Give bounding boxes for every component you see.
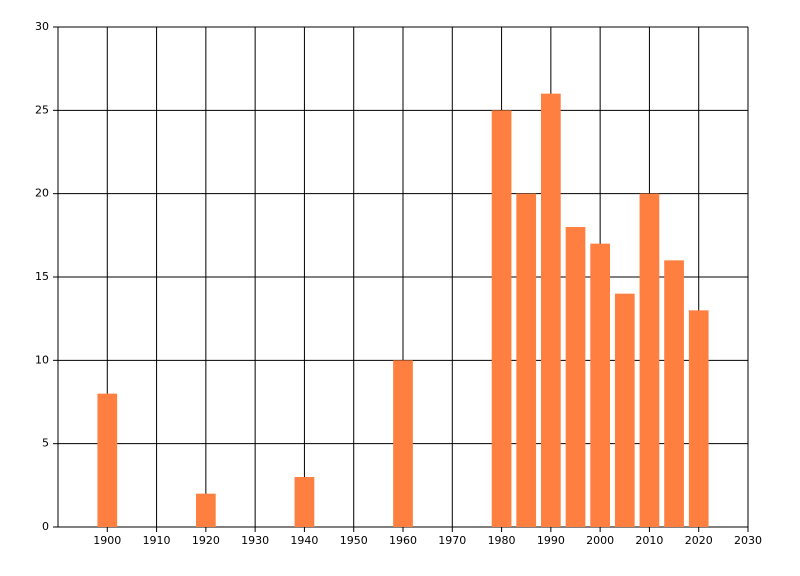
- x-tick-label: 1960: [389, 534, 417, 547]
- bar: [393, 360, 413, 527]
- bar: [97, 393, 118, 527]
- bar: [688, 310, 709, 527]
- bar: [196, 493, 216, 527]
- y-tick-label: 10: [35, 353, 49, 366]
- x-tick-label: 1900: [93, 534, 121, 547]
- x-tick-label: 1920: [192, 534, 220, 547]
- x-tick-label: 1940: [290, 534, 318, 547]
- bar: [516, 193, 537, 527]
- y-tick-label: 0: [42, 520, 49, 533]
- bar: [294, 477, 315, 527]
- x-tick-label: 1950: [340, 534, 368, 547]
- bar: [491, 110, 512, 527]
- y-tick-label: 5: [42, 437, 49, 450]
- x-tick-label: 1930: [241, 534, 269, 547]
- bar: [639, 193, 660, 527]
- x-tick-label: 1970: [438, 534, 466, 547]
- x-tick-label: 1910: [143, 534, 171, 547]
- x-tick-label: 1980: [488, 534, 516, 547]
- bar: [541, 93, 561, 528]
- x-tick-label: 2030: [734, 534, 762, 547]
- y-tick-label: 30: [35, 20, 49, 33]
- x-tick-label: 1990: [537, 534, 565, 547]
- bar: [590, 243, 610, 527]
- x-tick-label: 2020: [685, 534, 713, 547]
- y-tick-label: 25: [35, 103, 49, 116]
- y-tick-label: 20: [35, 187, 49, 200]
- bar: [664, 260, 684, 527]
- y-tick-label: 15: [35, 270, 49, 283]
- bar: [565, 227, 586, 527]
- bar: [614, 293, 635, 527]
- x-tick-label: 2010: [635, 534, 663, 547]
- x-tick-label: 2000: [586, 534, 614, 547]
